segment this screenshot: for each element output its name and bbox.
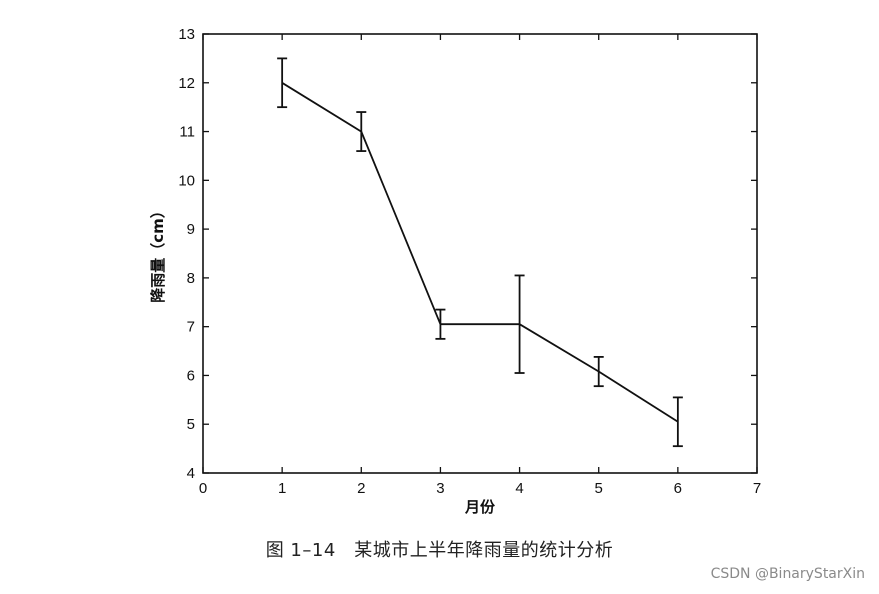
- x-tick-label: 7: [753, 480, 761, 497]
- watermark: CSDN @BinaryStarXin: [710, 566, 865, 582]
- data-series: [277, 57, 683, 448]
- x-tick-label: 0: [199, 480, 207, 497]
- y-tick-label: 7: [187, 319, 195, 336]
- y-axis-title: 降雨量（cm）: [149, 203, 167, 303]
- figure-caption: 图 1–14 某城市上半年降雨量的统计分析: [265, 540, 614, 561]
- y-tick-label: 8: [187, 270, 195, 287]
- axis-ticks: [202, 33, 758, 474]
- x-tick-label: 2: [357, 480, 365, 497]
- y-tick-label: 5: [187, 416, 195, 433]
- y-tick-label: 12: [178, 75, 195, 92]
- y-tick-label: 13: [178, 26, 195, 43]
- x-tick-label: 3: [436, 480, 444, 497]
- series-line: [281, 82, 679, 423]
- x-axis-title: 月份: [464, 498, 496, 516]
- y-tick-label: 4: [187, 465, 195, 482]
- y-tick-label: 10: [178, 172, 195, 189]
- y-tick-label: 6: [187, 367, 195, 384]
- plot-frame: [202, 33, 758, 474]
- x-tick-label: 6: [674, 480, 682, 497]
- x-tick-label: 1: [278, 480, 286, 497]
- x-tick-label: 5: [595, 480, 603, 497]
- y-tick-label: 9: [187, 221, 195, 238]
- y-tick-label: 11: [179, 124, 195, 141]
- x-tick-label: 4: [515, 480, 523, 497]
